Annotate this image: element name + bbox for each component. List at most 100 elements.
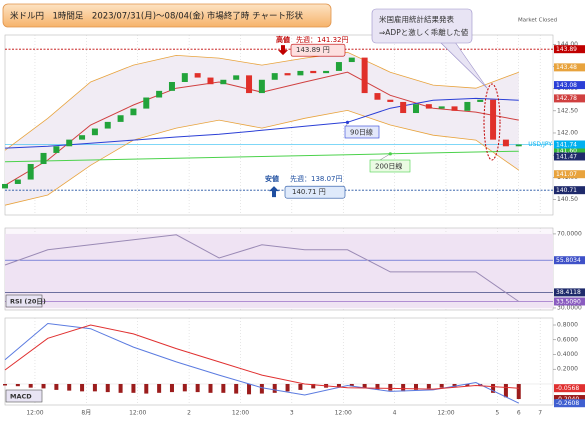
y-tick-label: 0.2000 bbox=[557, 366, 578, 373]
candle-body bbox=[79, 135, 86, 140]
low-value: 140.71 円 bbox=[292, 188, 326, 196]
histogram-bar bbox=[401, 383, 406, 392]
y-tick-label: 142.50 bbox=[557, 107, 578, 114]
line-name: 90日線 bbox=[350, 128, 373, 137]
price-tag-box bbox=[554, 146, 585, 155]
macd-line bbox=[4, 322, 520, 404]
callout-text: ⇒ADPと激しく乖離した値 bbox=[379, 27, 469, 37]
candle-body bbox=[438, 106, 445, 109]
candle-body bbox=[91, 128, 98, 136]
y-tick-label: 0.6000 bbox=[557, 336, 578, 343]
candle-body bbox=[451, 106, 458, 111]
candle-body bbox=[361, 57, 368, 94]
candle-body bbox=[233, 75, 240, 80]
level-tag-box bbox=[554, 297, 585, 306]
histogram-bar bbox=[221, 383, 226, 393]
line-name: 200日線 bbox=[375, 162, 402, 171]
histogram-bar bbox=[80, 383, 85, 392]
y-tick-label: 0.4000 bbox=[557, 351, 578, 358]
histogram-bar bbox=[439, 383, 444, 388]
histogram-bar bbox=[298, 383, 303, 390]
high-arrow bbox=[278, 45, 288, 56]
histogram-bar bbox=[452, 383, 457, 387]
line-name-box bbox=[344, 125, 380, 139]
level-tag: 38.4118 bbox=[556, 289, 581, 296]
candle-body bbox=[27, 164, 34, 180]
macd-line bbox=[4, 324, 519, 390]
histogram-bar bbox=[234, 383, 239, 394]
histogram-bar bbox=[503, 383, 508, 398]
histogram-bar bbox=[67, 383, 72, 391]
price-tag-box bbox=[554, 45, 585, 54]
y-tick-label: 140.50 bbox=[557, 196, 578, 203]
panel-label-box bbox=[5, 294, 43, 308]
candle-body bbox=[117, 115, 124, 122]
price-tag: 142.78 bbox=[556, 95, 577, 102]
histogram-bar bbox=[272, 383, 277, 393]
candle-body bbox=[220, 79, 227, 85]
histogram-bar bbox=[157, 383, 162, 393]
level-tag-box bbox=[554, 288, 585, 297]
x-tick-label: 12:00 bbox=[437, 410, 454, 417]
rsi-band bbox=[5, 233, 553, 308]
candle-body bbox=[515, 144, 522, 147]
histogram-bar bbox=[349, 383, 354, 387]
histogram-bar bbox=[336, 383, 341, 387]
x-tick-label: 5 bbox=[495, 410, 499, 417]
x-tick-label: 12:00 bbox=[335, 410, 352, 417]
chart-title: 米ドル円 1時間足 2023/07/31(月)〜08/04(金) 市場終了時 チ… bbox=[10, 11, 303, 22]
x-tick-label: 12:00 bbox=[26, 410, 43, 417]
high-label: 高値 bbox=[276, 35, 290, 44]
callout-text: 米国雇用統計結果発表 bbox=[379, 14, 454, 24]
histogram-bar bbox=[54, 383, 59, 390]
x-tick-label: 12:00 bbox=[129, 410, 146, 417]
candle-body bbox=[400, 101, 407, 114]
current-box bbox=[554, 140, 585, 149]
candle-body bbox=[66, 139, 73, 147]
price-tag: 140.71 bbox=[556, 187, 577, 194]
macd-tag: -0.0568 bbox=[556, 385, 579, 392]
histogram-bar bbox=[375, 383, 380, 390]
price-tag: 143.08 bbox=[556, 82, 577, 89]
y-tick-label: 0.8000 bbox=[557, 322, 578, 329]
current-name: USD/JPY bbox=[528, 141, 552, 148]
histogram-bar bbox=[182, 383, 187, 392]
price-tag-box bbox=[554, 170, 585, 179]
candle-body bbox=[2, 183, 8, 189]
candle-body bbox=[14, 179, 21, 184]
candle-body bbox=[181, 73, 188, 82]
histogram-bar bbox=[131, 383, 136, 393]
histogram-bar bbox=[28, 383, 33, 388]
level-tag: 55.8034 bbox=[556, 257, 581, 264]
histogram-bar bbox=[105, 383, 110, 393]
level-tag-box bbox=[554, 256, 585, 265]
candle-body bbox=[156, 90, 163, 98]
line-name-box bbox=[369, 159, 411, 173]
x-tick-label: 4 bbox=[393, 410, 397, 417]
low-note: 先週：138.07円 bbox=[290, 174, 343, 183]
candle-body bbox=[425, 104, 432, 109]
candle-body bbox=[40, 152, 47, 165]
high-value-box bbox=[290, 43, 346, 57]
price-tag: 141.47 bbox=[556, 153, 577, 160]
low-label: 安値 bbox=[265, 174, 279, 183]
candle-body bbox=[168, 81, 175, 91]
x-tick-label: 7 bbox=[538, 410, 542, 417]
y-tick-label: 142.00 bbox=[557, 129, 578, 136]
candle-body bbox=[477, 99, 484, 102]
indicator-line bbox=[4, 51, 519, 151]
title-frame bbox=[2, 3, 332, 28]
connector-dot bbox=[345, 120, 350, 124]
histogram-bar bbox=[516, 383, 521, 400]
low-arrow bbox=[269, 186, 279, 198]
callout-frame bbox=[371, 8, 473, 44]
histogram-bar bbox=[41, 383, 46, 389]
candle-body bbox=[464, 101, 471, 111]
candle-body bbox=[246, 75, 253, 94]
y-tick-label: 70.0000 bbox=[557, 230, 582, 237]
histogram-bar bbox=[3, 383, 7, 386]
y-tick-label: 144.00 bbox=[557, 41, 578, 48]
macd-tag-box bbox=[554, 395, 585, 404]
